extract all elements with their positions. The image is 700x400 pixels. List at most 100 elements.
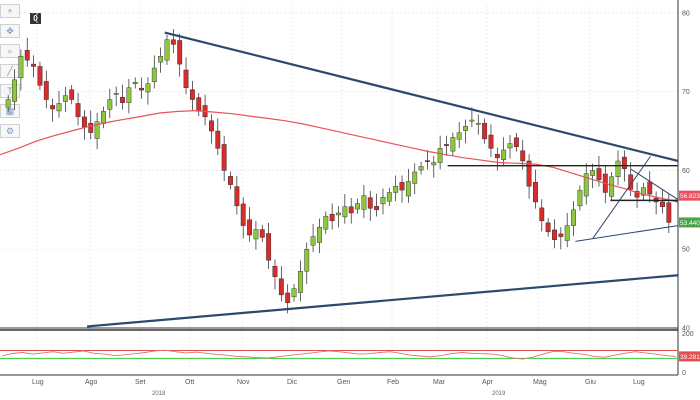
candle-body — [151, 67, 157, 83]
x-tick-label: Ago — [85, 379, 98, 386]
candle-body — [418, 166, 424, 171]
candle-body — [609, 176, 615, 197]
candle-body — [266, 233, 272, 261]
candle-body — [240, 203, 246, 226]
candle-body — [272, 265, 278, 277]
candle-body — [348, 206, 354, 214]
rsi-line — [1, 349, 677, 360]
candle-body — [647, 181, 653, 195]
candle-body — [526, 160, 532, 187]
candle-body — [501, 149, 507, 161]
y-tick-label: 60 — [682, 168, 690, 175]
candle-body — [259, 229, 265, 238]
rsi-y-tick-label: 200 — [682, 331, 694, 338]
candle-body — [50, 105, 56, 110]
grid-icon[interactable]: ▦ — [0, 104, 20, 118]
x-tick-label: Apr — [482, 379, 494, 386]
candle-body — [297, 271, 303, 293]
candle-body — [558, 233, 564, 237]
price-tag-label: 56.8233 — [680, 193, 700, 200]
resistance-trendline — [164, 31, 679, 163]
candle-body — [590, 170, 596, 176]
price-tag-label: 53.4408 — [680, 220, 700, 227]
candle-body — [399, 182, 405, 191]
falling-channel-line — [630, 168, 679, 201]
crosshair-icon[interactable]: + — [0, 4, 20, 18]
candle-body — [285, 292, 291, 303]
candle-body — [234, 186, 240, 207]
candle-body — [5, 99, 11, 108]
draw-icon[interactable]: ╱ — [0, 64, 20, 78]
candle-body — [355, 203, 360, 210]
candle-body — [62, 95, 68, 102]
candle-body — [336, 212, 341, 216]
x-tick-label: Set — [135, 379, 146, 386]
candle-body — [634, 191, 640, 198]
y-tick-label: 50 — [682, 247, 690, 254]
candle-body — [393, 185, 399, 193]
x-tick-label: Lug — [32, 379, 44, 386]
candle-body — [196, 97, 202, 112]
candle-body — [43, 81, 49, 100]
rising-channel-line — [592, 155, 651, 239]
trendlines — [86, 31, 679, 328]
candle-body — [412, 171, 418, 184]
candle-body — [507, 143, 513, 149]
candle-body — [564, 225, 570, 241]
candle-body — [545, 222, 551, 233]
candle-body — [621, 156, 627, 170]
settings-icon[interactable]: ⚙ — [0, 124, 20, 138]
candle-body — [37, 66, 43, 86]
y-tick-label: 70 — [682, 89, 690, 96]
candle-body — [107, 99, 113, 110]
candle-body — [329, 213, 335, 222]
candle-body — [450, 137, 456, 152]
candle-body — [101, 111, 106, 124]
y-tick-label: 80 — [682, 10, 690, 17]
grid — [0, 5, 678, 370]
candle-body — [69, 89, 75, 100]
candle-body — [374, 206, 380, 211]
candle-body — [533, 182, 538, 203]
candle-body — [253, 229, 259, 240]
pan-icon[interactable]: ✥ — [0, 24, 20, 38]
zoom-icon[interactable]: ⌕ — [0, 44, 20, 58]
moving-average — [0, 109, 679, 203]
candle-body — [494, 154, 500, 159]
candles — [5, 29, 672, 314]
x-tick-label: Feb — [387, 379, 399, 386]
indicator-count-badge[interactable]: 0 — [30, 13, 41, 24]
candle-body — [520, 150, 526, 162]
candle-body — [278, 278, 284, 296]
candle-body — [405, 181, 411, 197]
candle-body — [660, 201, 665, 207]
candle-body — [596, 168, 602, 181]
candle-body — [367, 197, 373, 209]
candle-body — [361, 195, 367, 210]
candle-body — [170, 39, 176, 45]
candle-body — [113, 93, 119, 95]
candle-body — [94, 121, 100, 139]
candle-body — [24, 50, 30, 61]
candle-body — [221, 144, 227, 171]
candle-body — [126, 87, 132, 103]
price-tag — [679, 190, 700, 201]
candle-body — [177, 40, 183, 65]
candle-body — [132, 82, 138, 84]
candle-body — [120, 96, 125, 103]
candle-body — [571, 209, 576, 226]
candle-body — [291, 288, 297, 298]
candle-body — [145, 83, 151, 93]
candle-body — [488, 134, 494, 149]
price-tag — [679, 217, 700, 228]
year-label: 2018 — [152, 391, 166, 397]
x-tick-label: Ott — [185, 379, 194, 386]
candle-body — [513, 137, 519, 148]
candle-body — [380, 197, 386, 205]
candle-body — [482, 122, 488, 140]
candle-body — [189, 89, 195, 100]
candle-body — [577, 189, 583, 207]
